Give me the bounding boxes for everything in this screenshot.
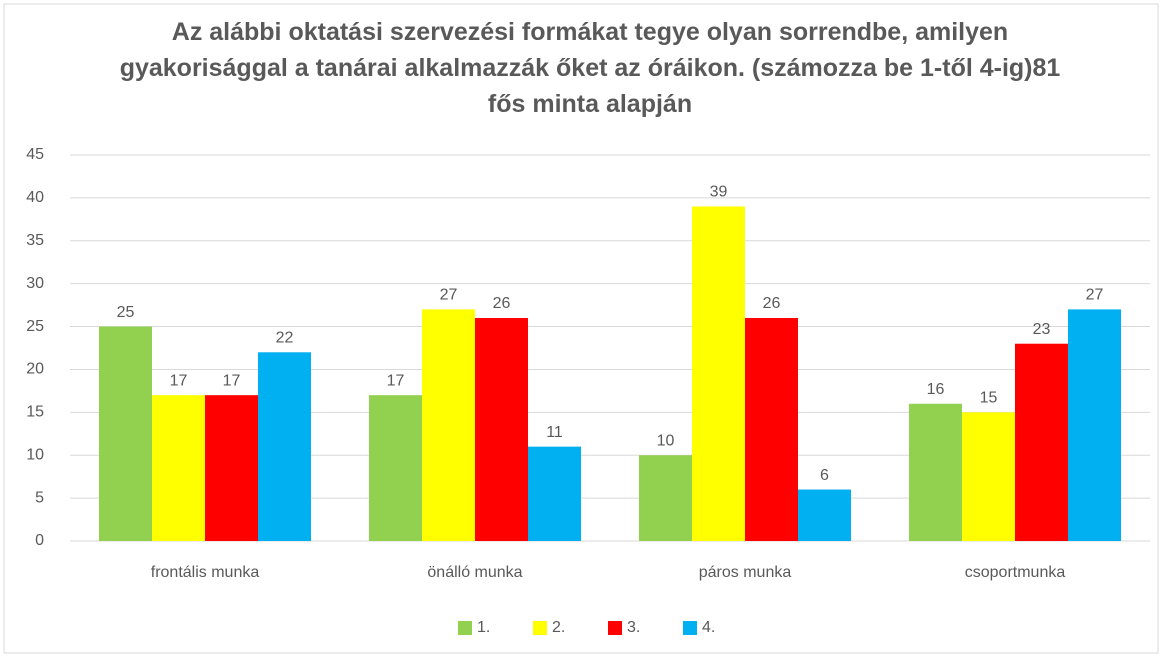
bar — [152, 395, 205, 541]
data-label: 26 — [493, 295, 511, 312]
data-label: 17 — [170, 372, 188, 389]
y-tick-label: 25 — [26, 318, 44, 335]
chart-border — [3, 3, 1159, 654]
legend-swatch — [533, 621, 547, 635]
bar — [639, 455, 692, 541]
x-tick-label: önálló munka — [427, 564, 522, 581]
legend-label: 2. — [552, 619, 565, 636]
data-label: 17 — [223, 372, 241, 389]
x-tick-label: frontális munka — [151, 564, 260, 581]
y-tick-label: 45 — [26, 146, 44, 163]
data-label: 27 — [1086, 287, 1104, 304]
bar — [422, 309, 475, 541]
bar — [962, 412, 1015, 541]
data-label: 10 — [657, 432, 675, 449]
data-label: 25 — [117, 304, 135, 321]
bar — [528, 446, 581, 541]
bar — [692, 206, 745, 541]
y-tick-label: 5 — [35, 489, 44, 506]
y-tick-label: 0 — [35, 532, 44, 549]
bar — [205, 395, 258, 541]
bar — [475, 317, 528, 541]
legend-label: 1. — [477, 619, 490, 636]
y-tick-label: 15 — [26, 404, 44, 421]
bar — [1015, 343, 1068, 541]
bar — [258, 352, 311, 541]
y-tick-label: 30 — [26, 275, 44, 292]
legend-label: 3. — [627, 619, 640, 636]
x-tick-label: csoportmunka — [965, 564, 1066, 581]
bar — [1068, 309, 1121, 541]
y-tick-label: 35 — [26, 232, 44, 249]
y-tick-label: 10 — [26, 446, 44, 463]
data-label: 22 — [276, 330, 294, 347]
data-label: 6 — [820, 467, 829, 484]
data-label: 26 — [763, 295, 781, 312]
data-label: 27 — [440, 287, 458, 304]
y-tick-label: 40 — [26, 189, 44, 206]
data-label: 39 — [710, 184, 728, 201]
legend-swatch — [458, 621, 472, 635]
legend-label: 4. — [702, 619, 715, 636]
bar — [99, 326, 152, 541]
bar — [369, 395, 422, 541]
bar — [745, 317, 798, 541]
data-label: 15 — [980, 390, 998, 407]
data-label: 16 — [927, 381, 945, 398]
bar — [798, 489, 851, 541]
data-label: 17 — [387, 372, 405, 389]
legend-swatch — [608, 621, 622, 635]
data-label: 23 — [1033, 321, 1051, 338]
data-label: 11 — [546, 424, 563, 441]
legend-swatch — [683, 621, 697, 635]
chart-title: Az alábbi oktatási szervezési formákat t… — [119, 18, 1061, 118]
y-tick-label: 20 — [26, 361, 44, 378]
bar — [909, 403, 962, 541]
x-tick-label: páros munka — [699, 564, 792, 581]
